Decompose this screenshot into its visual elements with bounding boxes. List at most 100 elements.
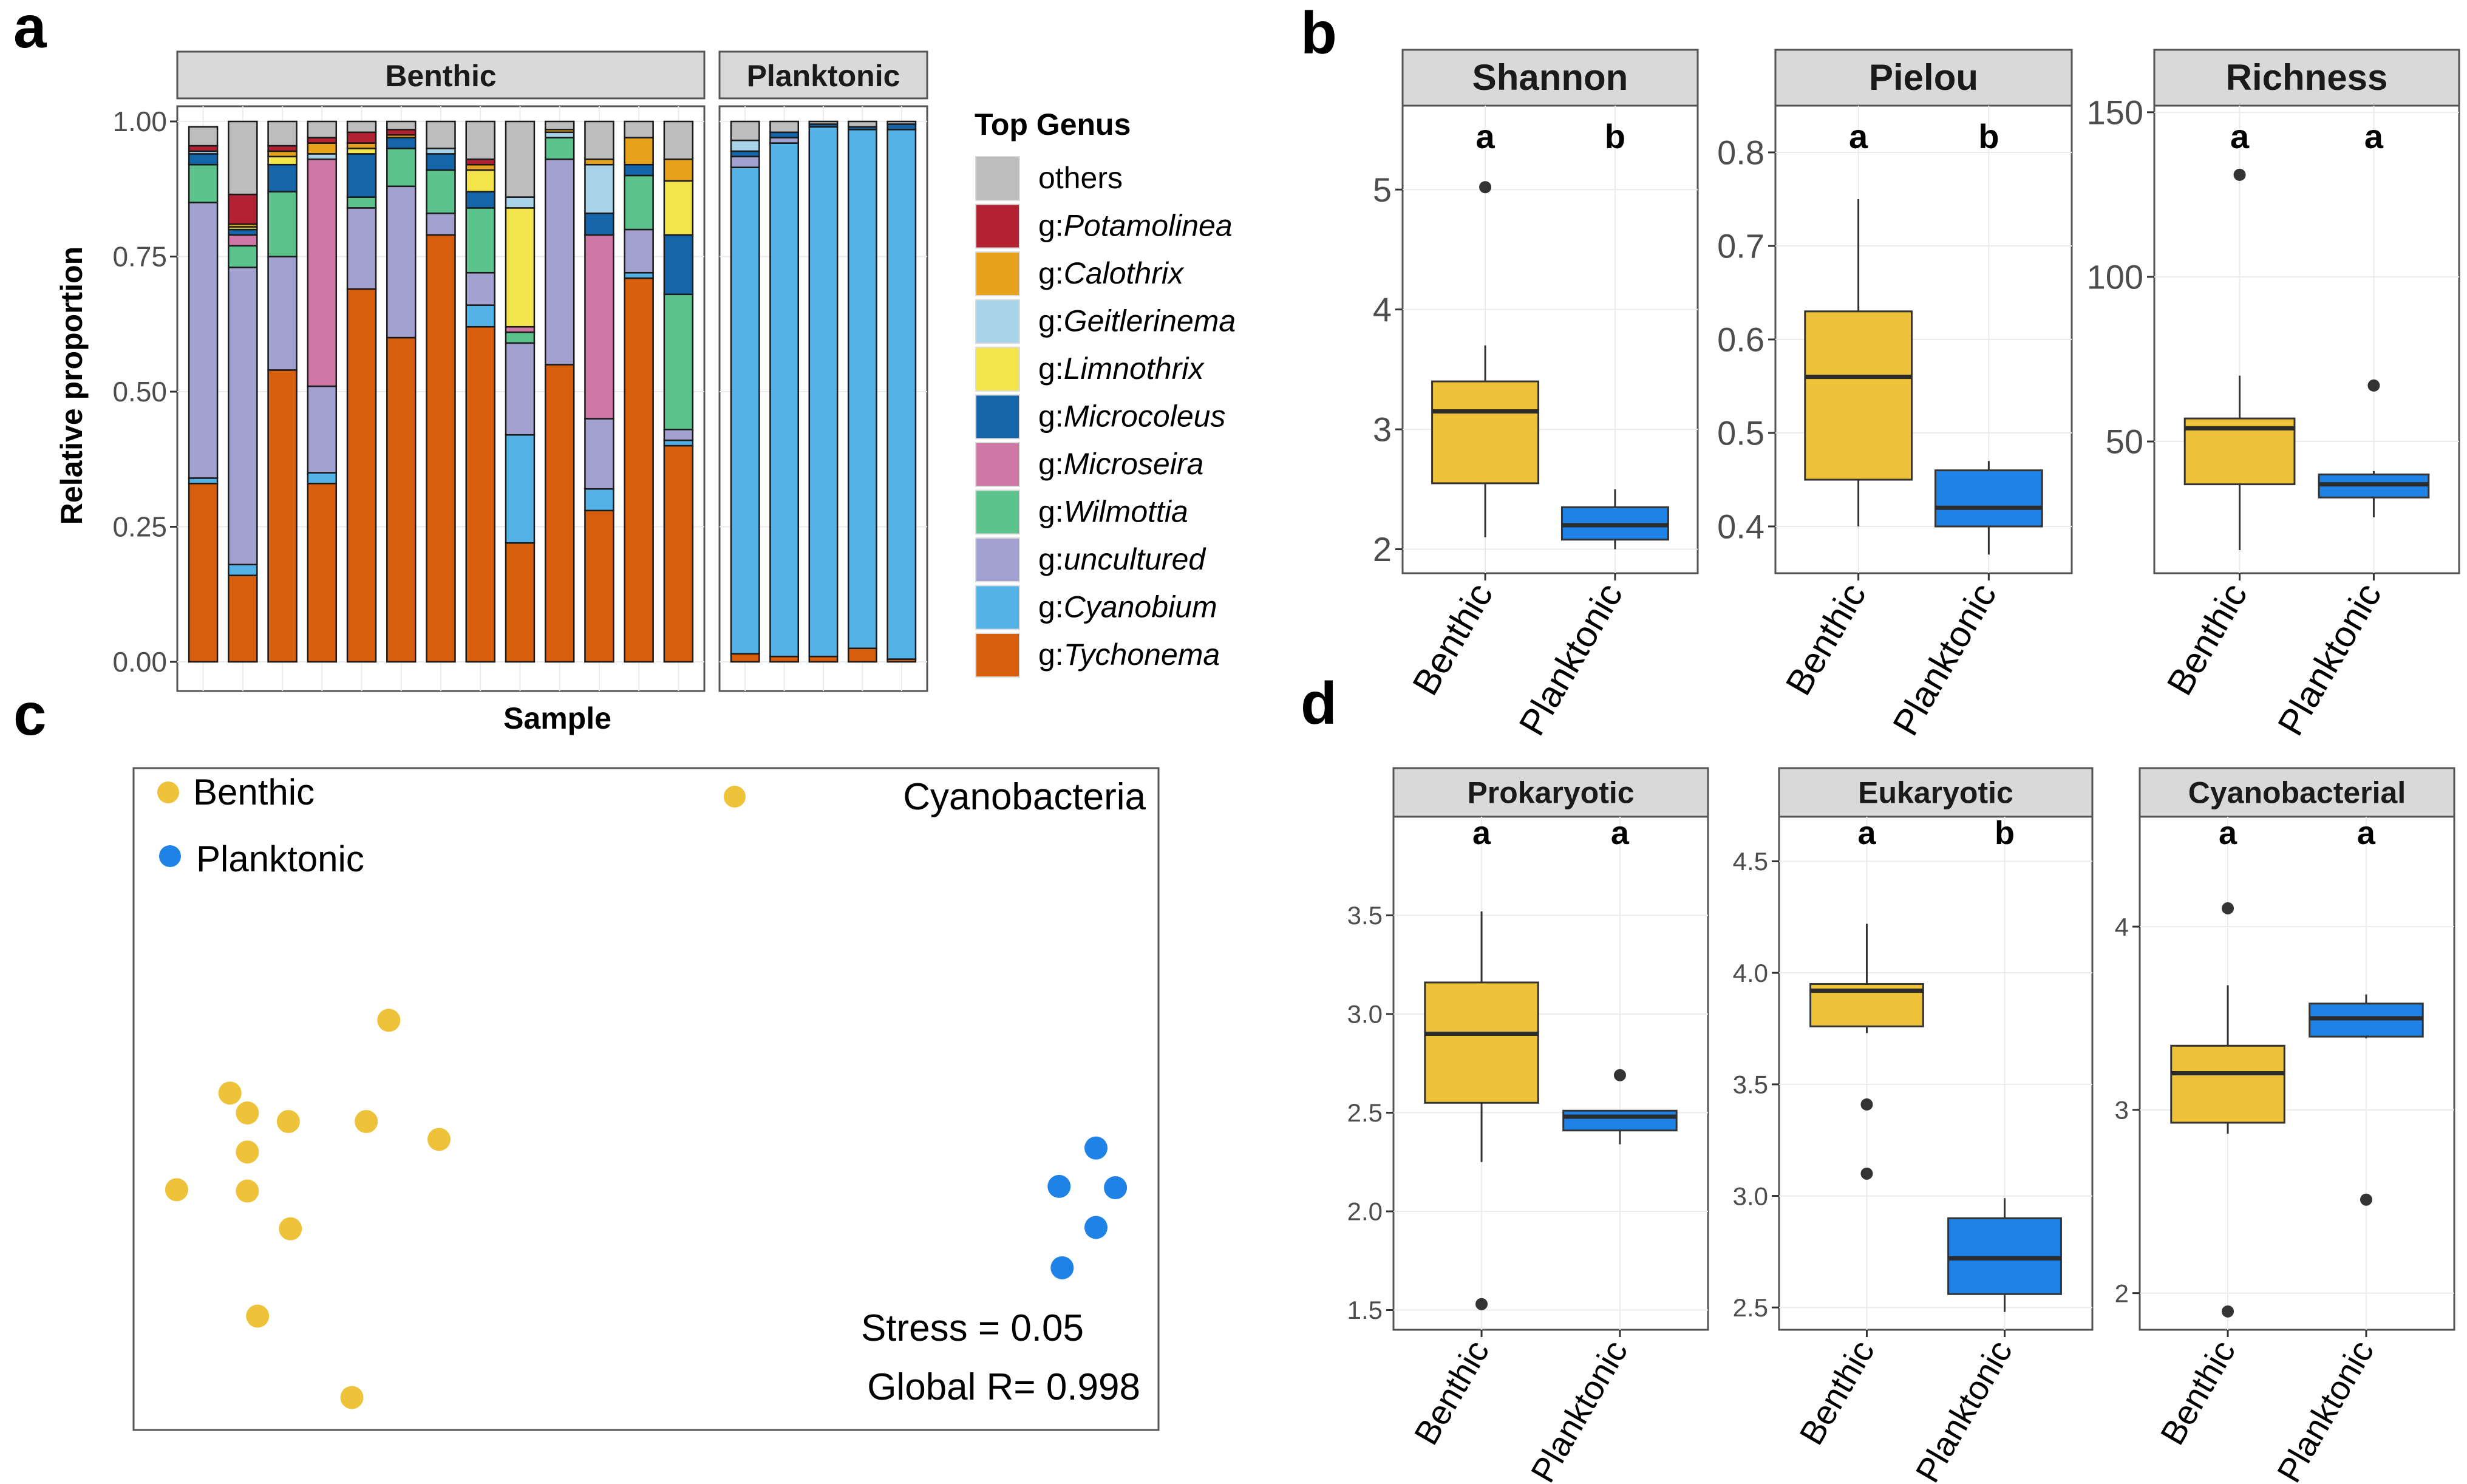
bar-segment-cyanobium bbox=[584, 488, 614, 512]
legend-label-tychonema: g:Tychonema bbox=[1038, 638, 1220, 672]
bar-segment-uncultured bbox=[188, 202, 219, 479]
panel-letter-c: c bbox=[13, 681, 47, 747]
legend-title: Top Genus bbox=[975, 107, 1131, 141]
nmds-point-planktonic bbox=[1104, 1176, 1128, 1200]
dataset-label-cyanobacteria: Cyanobacteria bbox=[903, 776, 1146, 818]
panel-b-title-shannon: Shannon bbox=[1472, 57, 1628, 98]
bar-segment-microcoleus bbox=[267, 163, 298, 192]
box-benthic bbox=[1804, 310, 1913, 481]
legend-label-prefix: g: bbox=[1038, 590, 1064, 624]
significance-letter: a bbox=[2364, 117, 2384, 155]
bar-segment-potamolinea bbox=[188, 145, 219, 152]
legend-label-benthic: Benthic bbox=[193, 772, 315, 812]
legend-label-calothrix: g:Calothrix bbox=[1038, 256, 1185, 290]
bar-segment-microseira bbox=[228, 234, 258, 247]
y-tick-label: 0.6 bbox=[1717, 321, 1764, 359]
bar-segment-others bbox=[663, 120, 694, 160]
legend-label-genus: Limnothrix bbox=[1064, 352, 1205, 386]
y-tick-label: 0.00 bbox=[112, 646, 167, 678]
nmds-point-benthic bbox=[236, 1179, 259, 1203]
bar-segment-uncultured bbox=[624, 228, 654, 274]
bar-segment-uncultured bbox=[267, 256, 298, 371]
bar-segment-uncultured bbox=[769, 137, 800, 144]
nmds-point-planktonic bbox=[1050, 1256, 1074, 1279]
bar-segment-wilmottia bbox=[426, 169, 456, 214]
bar-segment-potamolinea bbox=[346, 131, 377, 144]
legend-label-prefix: g: bbox=[1038, 256, 1064, 290]
bar-segment-others bbox=[886, 120, 917, 125]
nmds-point-benthic bbox=[246, 1304, 270, 1328]
y-tick-label: 2.5 bbox=[1733, 1293, 1768, 1322]
outlier-point bbox=[1479, 181, 1492, 194]
bar-segment-wilmottia bbox=[505, 331, 536, 344]
legend-key-tychonema bbox=[975, 633, 1020, 678]
legend-label-wilmottia: g:Wilmottia bbox=[1038, 495, 1188, 529]
bar-segment-others bbox=[465, 120, 495, 160]
global-r-annotation: Global R= 0.998 bbox=[867, 1366, 1140, 1408]
y-tick-label: 4 bbox=[2115, 913, 2129, 941]
significance-letter: a bbox=[2357, 815, 2376, 851]
panel-letter-b: b bbox=[1301, 0, 1337, 66]
legend-marker-planktonic bbox=[159, 845, 181, 867]
bar-segment-others bbox=[346, 120, 377, 134]
bar-segment-uncultured bbox=[465, 271, 495, 306]
bar-segment-microcoleus bbox=[346, 153, 377, 198]
legend-key-wilmottia bbox=[975, 489, 1020, 535]
bar-segment-others bbox=[386, 120, 417, 131]
stress-annotation: Stress = 0.05 bbox=[861, 1307, 1084, 1349]
bar-segment-microcoleus bbox=[386, 137, 417, 149]
legend-label-prefix: g: bbox=[1038, 209, 1064, 243]
bar-segment-tychonema bbox=[228, 574, 258, 663]
outlier-point bbox=[1475, 1298, 1488, 1310]
legend-label-prefix: g: bbox=[1038, 638, 1064, 672]
nmds-point-planktonic bbox=[1047, 1174, 1071, 1198]
panel-d-title-prokaryotic: Prokaryotic bbox=[1467, 776, 1634, 810]
bar-segment-cyanobium bbox=[228, 563, 258, 576]
bar-segment-tychonema bbox=[505, 542, 536, 663]
bar-segment-uncultured bbox=[228, 267, 258, 566]
bar-segment-tychonema bbox=[584, 509, 614, 663]
nmds-point-benthic bbox=[236, 1140, 259, 1164]
y-tick-label: 1.5 bbox=[1347, 1296, 1383, 1324]
bar-segment-limnothrix bbox=[663, 180, 694, 236]
bar-segment-wilmottia bbox=[267, 191, 298, 257]
nmds-point-planktonic bbox=[1084, 1136, 1108, 1160]
bar-segment-tychonema bbox=[769, 655, 800, 663]
panel-b-diversity-boxplots: Shannon2345aBenthicbPlanktonicPielou0.40… bbox=[1373, 49, 2460, 742]
panel-letter-d: d bbox=[1301, 670, 1337, 737]
legend-key-geitlerinema bbox=[975, 299, 1020, 344]
bar-segment-cyanobium bbox=[505, 434, 536, 544]
bar-segment-microseira bbox=[584, 234, 614, 420]
facet-strip-benthic bbox=[176, 50, 706, 100]
bar-segment-tychonema bbox=[663, 444, 694, 663]
bar-segment-microcoleus bbox=[426, 153, 456, 171]
bar-segment-calothrix bbox=[267, 150, 298, 158]
bar-segment-uncultured bbox=[426, 213, 456, 236]
bar-segment-microcoleus bbox=[663, 234, 694, 296]
legend-label-genus: Wilmottia bbox=[1064, 495, 1188, 529]
bar-segment-geitlerinema bbox=[544, 131, 575, 138]
legend-key-uncultured bbox=[975, 537, 1020, 582]
y-tick-label: 2.0 bbox=[1347, 1197, 1383, 1226]
legend-label-planktonic: Planktonic bbox=[196, 839, 364, 879]
legend-label-uncultured: g:uncultured bbox=[1038, 542, 1206, 576]
box-benthic bbox=[1431, 380, 1540, 485]
bar-segment-cyanobium bbox=[730, 166, 760, 655]
bar-segment-cyanobium bbox=[663, 439, 694, 447]
bar-segment-potamolinea bbox=[386, 129, 417, 136]
significance-letter: a bbox=[1611, 815, 1630, 851]
bar-segment-cyanobium bbox=[465, 304, 495, 328]
panel-letter-a: a bbox=[13, 0, 47, 60]
legend-label-prefix: g: bbox=[1038, 400, 1064, 434]
bar-segment-limnothrix bbox=[267, 155, 298, 166]
bar-segment-uncultured bbox=[346, 207, 377, 290]
nmds-point-benthic bbox=[165, 1178, 188, 1202]
y-tick-label: 2.5 bbox=[1347, 1098, 1383, 1127]
bar-segment-others bbox=[544, 120, 575, 131]
legend-label-genus: Calothrix bbox=[1064, 256, 1185, 290]
bar-segment-others bbox=[584, 120, 614, 160]
panel-b-title-richness: Richness bbox=[2226, 57, 2388, 98]
nmds-point-benthic bbox=[340, 1386, 364, 1409]
bar-segment-microcoleus bbox=[465, 191, 495, 209]
bar-segment-cyanobium bbox=[307, 472, 338, 485]
